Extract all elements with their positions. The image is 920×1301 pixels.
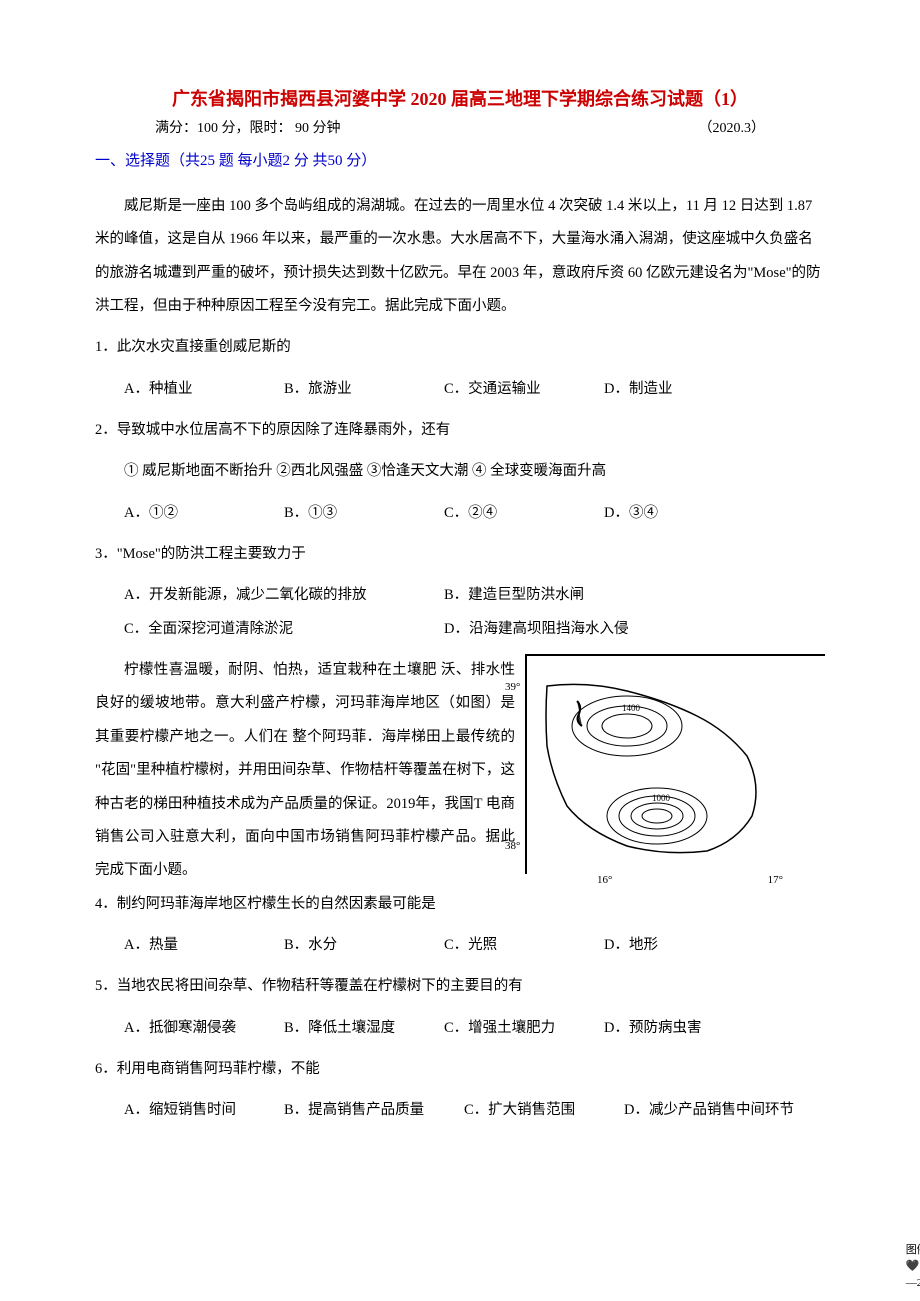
- exam-subtitle: 满分：100 分，限时： 90 分钟 （2020.3）: [95, 117, 825, 137]
- map-legend: 图例： 🖤 柠檬种植区 —200— 等高线: [906, 1242, 920, 1292]
- question-5-stem: 5．当地农民将田间杂草、作物秸秆等覆盖在柠檬树下的主要目的有: [95, 970, 825, 1003]
- q1-option-d: D．制造业: [604, 373, 764, 406]
- q6-option-b: B．提高销售产品质量: [284, 1094, 464, 1127]
- passage-1: 威尼斯是一座由 100 多个岛屿组成的潟湖城。在过去的一周里水位 4 次突破 1…: [95, 190, 825, 323]
- question-6-stem: 6．利用电商销售阿玛菲柠檬，不能: [95, 1053, 825, 1086]
- passage-2-container: 柠檬性喜温暖，耐阴、怕热，适宜栽种在土壤肥 沃、排水性良好的缓坡地带。意大利盛产…: [95, 654, 825, 929]
- q5-option-b: B．降低土壤湿度: [284, 1012, 444, 1045]
- svg-text:1000: 1000: [652, 793, 671, 803]
- q4-option-d: D．地形: [604, 929, 764, 962]
- question-4-options: A．热量 B．水分 C．光照 D．地形: [95, 929, 825, 962]
- q1-option-c: C．交通运输业: [444, 373, 604, 406]
- passage-2: 柠檬性喜温暖，耐阴、怕热，适宜栽种在土壤肥 沃、排水性良好的缓坡地带。意大利盛产…: [95, 654, 515, 887]
- question-2-circled: ① 威尼斯地面不断抬升 ②西北风强盛 ③恰逢天文大潮 ④ 全球变暖海面升高: [95, 455, 825, 488]
- q5-option-c: C．增强土壤肥力: [444, 1012, 604, 1045]
- question-3-stem: 3．"Mose"的防洪工程主要致力于: [95, 538, 825, 571]
- q6-option-d: D．减少产品销售中间环节: [624, 1094, 824, 1127]
- question-3-options: A．开发新能源，减少二氧化碳的排放 B．建造巨型防洪水闸 C．全面深挖河道清除淤…: [95, 579, 825, 646]
- legend-title: 图例：: [906, 1242, 920, 1259]
- q3-option-d: D．沿海建高坝阻挡海水入侵: [444, 613, 764, 646]
- q5-option-a: A．抵御寒潮侵袭: [124, 1012, 284, 1045]
- exam-title: 广东省揭阳市揭西县河婆中学 2020 届高三地理下学期综合练习试题（1）: [95, 85, 825, 111]
- question-5-options: A．抵御寒潮侵袭 B．降低土壤湿度 C．增强土壤肥力 D．预防病虫害: [95, 1012, 825, 1045]
- q4-option-c: C．光照: [444, 929, 604, 962]
- fullmark-text: 满分：100 分，限时： 90 分钟: [155, 117, 341, 137]
- q4-option-b: B．水分: [284, 929, 444, 962]
- question-1-options: A．种植业 B．旅游业 C．交通运输业 D．制造业: [95, 373, 825, 406]
- contour-map-svg: 1400 1000: [527, 656, 827, 876]
- map-figure: 1400 1000 39° 38° 16° 17°: [525, 654, 825, 874]
- q2-option-c: C．②④: [444, 497, 604, 530]
- legend-item-1: 🖤 柠檬种植区: [906, 1258, 920, 1275]
- map-lon-16: 16°: [597, 874, 612, 886]
- legend-item-2: —200— 等高线: [906, 1275, 920, 1292]
- map-lon-17: 17°: [768, 874, 783, 886]
- map-lat-38: 38°: [505, 840, 520, 852]
- q2-option-a: A．①②: [124, 497, 284, 530]
- question-4-stem: 4．制约阿玛菲海岸地区柠檬生长的自然因素最可能是: [95, 888, 515, 921]
- q6-option-c: C．扩大销售范围: [464, 1094, 624, 1127]
- q6-option-a: A．缩短销售时间: [124, 1094, 284, 1127]
- question-1-stem: 1．此次水灾直接重创威尼斯的: [95, 331, 825, 364]
- q4-option-a: A．热量: [124, 929, 284, 962]
- svg-text:1400: 1400: [622, 703, 641, 713]
- q1-option-a: A．种植业: [124, 373, 284, 406]
- q1-option-b: B．旅游业: [284, 373, 444, 406]
- date-text: （2020.3）: [699, 117, 766, 137]
- q2-option-d: D．③④: [604, 497, 764, 530]
- q5-option-d: D．预防病虫害: [604, 1012, 764, 1045]
- section-1-header: 一、选择题（共25 题 每小题2 分 共50 分）: [95, 149, 825, 170]
- question-6-options: A．缩短销售时间 B．提高销售产品质量 C．扩大销售范围 D．减少产品销售中间环…: [95, 1094, 825, 1127]
- question-2-options: A．①② B．①③ C．②④ D．③④: [95, 497, 825, 530]
- q3-option-a: A．开发新能源，减少二氧化碳的排放: [124, 579, 444, 612]
- q3-option-c: C．全面深挖河道清除淤泥: [124, 613, 444, 646]
- map-lat-39: 39°: [505, 681, 520, 693]
- question-2-stem: 2．导致城中水位居高不下的原因除了连降暴雨外，还有: [95, 414, 825, 447]
- q3-option-b: B．建造巨型防洪水闸: [444, 579, 764, 612]
- q2-option-b: B．①③: [284, 497, 444, 530]
